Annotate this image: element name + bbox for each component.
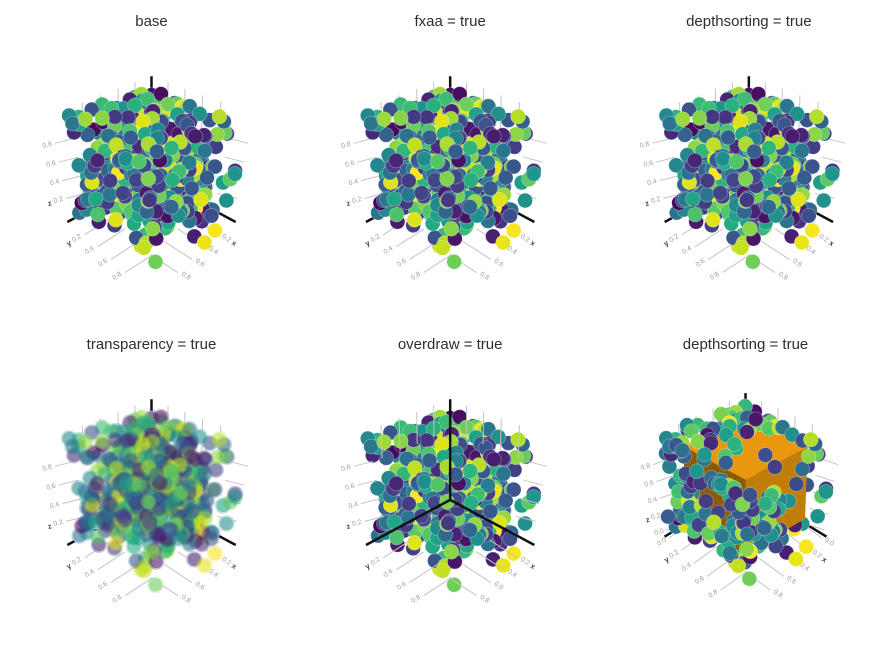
- svg-text:0.4: 0.4: [681, 245, 693, 256]
- svg-text:0.2: 0.2: [668, 233, 680, 244]
- svg-text:0.4: 0.4: [506, 245, 518, 256]
- svg-text:0.2: 0.2: [370, 556, 382, 567]
- svg-text:0.0: 0.0: [654, 528, 665, 537]
- svg-text:0.6: 0.6: [396, 581, 408, 592]
- svg-text:0.8: 0.8: [639, 141, 650, 150]
- svg-text:0.2: 0.2: [370, 233, 382, 244]
- svg-text:0.6: 0.6: [46, 483, 57, 492]
- svg-text:0.6: 0.6: [344, 483, 355, 492]
- svg-text:0.4: 0.4: [382, 568, 394, 579]
- svg-text:0.2: 0.2: [650, 512, 661, 521]
- svg-text:0.8: 0.8: [479, 594, 491, 605]
- svg-text:0.6: 0.6: [396, 258, 408, 269]
- svg-text:base: base: [135, 13, 168, 30]
- svg-text:0.4: 0.4: [49, 501, 60, 510]
- svg-text:0.6: 0.6: [344, 160, 355, 169]
- svg-text:x: x: [827, 238, 836, 248]
- svg-text:y: y: [65, 238, 74, 248]
- svg-text:0.8: 0.8: [772, 589, 784, 600]
- svg-text:z: z: [644, 198, 650, 208]
- svg-text:0.8: 0.8: [42, 141, 53, 150]
- svg-text:z: z: [345, 521, 351, 531]
- svg-text:0.4: 0.4: [647, 178, 658, 187]
- svg-text:fxaa = true: fxaa = true: [415, 13, 486, 30]
- svg-text:0.6: 0.6: [695, 258, 707, 269]
- svg-text:0.4: 0.4: [348, 501, 359, 510]
- svg-text:0.6: 0.6: [791, 258, 803, 269]
- svg-text:0.4: 0.4: [49, 178, 60, 187]
- svg-text:0.8: 0.8: [410, 271, 422, 282]
- svg-text:0.6: 0.6: [694, 575, 706, 586]
- svg-text:0.6: 0.6: [643, 160, 654, 169]
- svg-text:0.8: 0.8: [111, 271, 123, 282]
- svg-text:0.2: 0.2: [352, 519, 363, 528]
- svg-text:0.4: 0.4: [207, 245, 219, 256]
- svg-text:0.2: 0.2: [519, 556, 531, 567]
- svg-text:0.2: 0.2: [668, 549, 680, 560]
- svg-text:y: y: [65, 561, 74, 571]
- svg-text:0.8: 0.8: [709, 271, 721, 282]
- svg-text:x: x: [820, 555, 829, 565]
- svg-text:x: x: [230, 238, 239, 248]
- svg-text:transparency = true: transparency = true: [87, 336, 217, 353]
- svg-text:0.4: 0.4: [647, 496, 658, 505]
- svg-text:0.8: 0.8: [42, 464, 53, 473]
- svg-text:0.6: 0.6: [194, 258, 206, 269]
- svg-text:0.2: 0.2: [71, 556, 83, 567]
- svg-text:0.2: 0.2: [53, 196, 64, 205]
- svg-text:0.2: 0.2: [71, 233, 83, 244]
- svg-text:z: z: [47, 521, 53, 531]
- svg-text:x: x: [529, 561, 538, 571]
- svg-text:0.4: 0.4: [348, 178, 359, 187]
- svg-text:y: y: [363, 238, 372, 248]
- svg-text:0.6: 0.6: [97, 258, 109, 269]
- svg-text:0.8: 0.8: [707, 588, 719, 599]
- svg-text:0.4: 0.4: [805, 245, 817, 256]
- svg-text:0.8: 0.8: [479, 271, 491, 282]
- svg-text:0.4: 0.4: [207, 568, 219, 579]
- svg-text:0.6: 0.6: [644, 479, 655, 488]
- svg-text:0.2: 0.2: [220, 233, 232, 244]
- svg-text:0.0: 0.0: [656, 537, 668, 548]
- svg-text:0.2: 0.2: [220, 556, 232, 567]
- svg-text:0.4: 0.4: [506, 568, 518, 579]
- svg-text:depthsorting = true: depthsorting = true: [683, 336, 809, 353]
- svg-text:0.6: 0.6: [785, 575, 797, 586]
- svg-text:0.2: 0.2: [818, 233, 830, 244]
- svg-text:0.8: 0.8: [640, 462, 651, 471]
- svg-text:z: z: [345, 198, 351, 208]
- svg-text:0.2: 0.2: [650, 196, 661, 205]
- svg-text:0.8: 0.8: [180, 594, 192, 605]
- svg-text:0.4: 0.4: [84, 245, 96, 256]
- svg-text:0.6: 0.6: [46, 160, 57, 169]
- svg-text:0.2: 0.2: [352, 196, 363, 205]
- svg-text:0.6: 0.6: [493, 581, 505, 592]
- svg-text:y: y: [662, 238, 671, 248]
- svg-text:0.6: 0.6: [97, 581, 109, 592]
- svg-text:0.2: 0.2: [53, 519, 64, 528]
- svg-text:0.4: 0.4: [382, 245, 394, 256]
- svg-text:0.2: 0.2: [519, 233, 531, 244]
- svg-text:0.4: 0.4: [84, 568, 96, 579]
- svg-text:0.6: 0.6: [493, 258, 505, 269]
- svg-text:overdraw = true: overdraw = true: [398, 336, 503, 353]
- svg-text:0.0: 0.0: [823, 537, 835, 548]
- svg-text:0.8: 0.8: [341, 464, 352, 473]
- svg-text:0.4: 0.4: [681, 562, 693, 573]
- svg-text:depthsorting = true: depthsorting = true: [686, 13, 812, 30]
- svg-text:0.8: 0.8: [777, 271, 789, 282]
- svg-text:z: z: [47, 198, 53, 208]
- svg-text:0.8: 0.8: [180, 271, 192, 282]
- svg-text:x: x: [230, 561, 239, 571]
- svg-text:0.8: 0.8: [341, 141, 352, 150]
- svg-text:0.8: 0.8: [410, 594, 422, 605]
- svg-text:0.8: 0.8: [111, 594, 123, 605]
- svg-text:0.6: 0.6: [194, 581, 206, 592]
- svg-text:x: x: [529, 238, 538, 248]
